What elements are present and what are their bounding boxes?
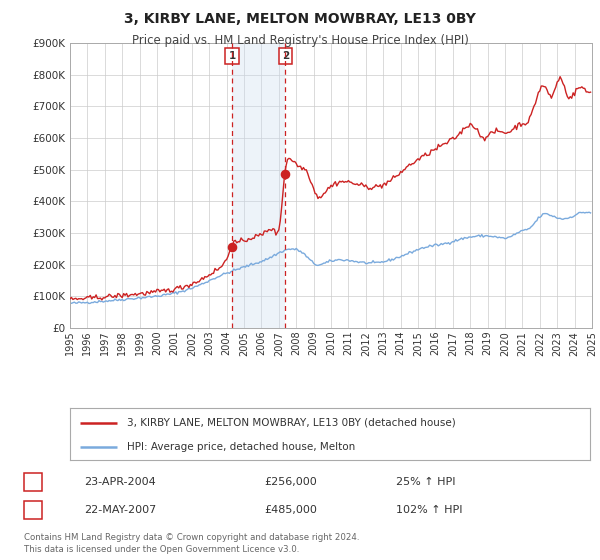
Text: 23-APR-2004: 23-APR-2004 bbox=[84, 477, 156, 487]
Text: HPI: Average price, detached house, Melton: HPI: Average price, detached house, Melt… bbox=[127, 442, 355, 452]
Text: 2: 2 bbox=[29, 505, 37, 515]
Point bbox=[281, 170, 290, 179]
Text: 2: 2 bbox=[282, 51, 289, 61]
Text: 1: 1 bbox=[29, 477, 37, 487]
Text: £256,000: £256,000 bbox=[264, 477, 317, 487]
Text: Contains HM Land Registry data © Crown copyright and database right 2024.: Contains HM Land Registry data © Crown c… bbox=[24, 534, 359, 543]
Text: 22-MAY-2007: 22-MAY-2007 bbox=[84, 505, 156, 515]
Text: Price paid vs. HM Land Registry's House Price Index (HPI): Price paid vs. HM Land Registry's House … bbox=[131, 34, 469, 47]
Text: This data is licensed under the Open Government Licence v3.0.: This data is licensed under the Open Gov… bbox=[24, 545, 299, 554]
Bar bbox=[232, 43, 286, 328]
Text: £485,000: £485,000 bbox=[264, 505, 317, 515]
Text: 102% ↑ HPI: 102% ↑ HPI bbox=[396, 505, 463, 515]
Text: 3, KIRBY LANE, MELTON MOWBRAY, LE13 0BY: 3, KIRBY LANE, MELTON MOWBRAY, LE13 0BY bbox=[124, 12, 476, 26]
Text: 1: 1 bbox=[229, 51, 236, 61]
Text: 25% ↑ HPI: 25% ↑ HPI bbox=[396, 477, 455, 487]
Text: 3, KIRBY LANE, MELTON MOWBRAY, LE13 0BY (detached house): 3, KIRBY LANE, MELTON MOWBRAY, LE13 0BY … bbox=[127, 418, 456, 428]
Point bbox=[227, 242, 237, 251]
